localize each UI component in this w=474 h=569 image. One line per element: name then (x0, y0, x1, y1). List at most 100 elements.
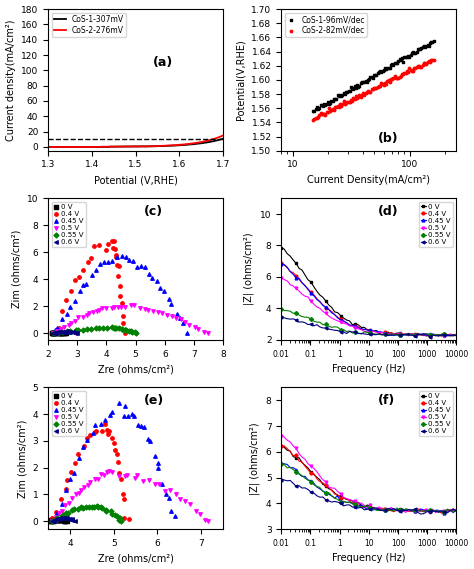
0.55 V (338, 326, 344, 333)
0.45 V (176, 314, 183, 323)
CoS-1-96mV/dec (355, 83, 362, 92)
0.5 V (278, 274, 284, 281)
0.6 V (54, 328, 61, 337)
0.4 V (438, 510, 444, 517)
0.4 V (91, 241, 98, 250)
CoS-1-307mV (115, 143, 120, 150)
0.5 V (204, 329, 212, 338)
CoS-2-82mV/dec (319, 109, 327, 118)
0.45 V (165, 494, 173, 503)
CoS-2-82mV/dec (359, 88, 367, 97)
X-axis label: Potential (V,RHE): Potential (V,RHE) (94, 175, 178, 185)
0.5 V (161, 486, 169, 495)
CoS-2-82mV/dec (325, 104, 333, 113)
0.5 V (329, 485, 335, 492)
0.5 V (388, 331, 394, 337)
0.4 V (58, 494, 65, 503)
0.4 V (109, 244, 117, 253)
0 V (59, 329, 67, 338)
Legend: 0 V, 0.4 V, 0.45 V, 0.5 V, 0.55 V, 0.6 V: 0 V, 0.4 V, 0.45 V, 0.5 V, 0.55 V, 0.6 V (52, 391, 86, 436)
0.55 V (98, 504, 106, 513)
0.45 V (120, 411, 128, 420)
Legend: 0 V, 0.4 V, 0.45 V, 0.5 V, 0.55 V, 0.6 V: 0 V, 0.4 V, 0.45 V, 0.5 V, 0.55 V, 0.6 V (52, 202, 86, 247)
0.55 V (118, 324, 126, 333)
CoS-1-96mV/dec (409, 47, 417, 56)
CoS-1-96mV/dec (358, 77, 365, 86)
0.5 V (122, 471, 129, 480)
0.45 V (308, 290, 314, 296)
X-axis label: Frequency (Hz): Frequency (Hz) (332, 554, 406, 563)
CoS-1-96mV/dec (340, 89, 347, 98)
0.4 V (278, 443, 284, 450)
0.5 V (158, 308, 165, 318)
0.5 V (71, 316, 79, 325)
CoS-1-96mV/dec (415, 45, 423, 54)
0.45 V (108, 257, 116, 266)
CoS-1-96mV/dec (386, 63, 393, 72)
CoS-2-82mV/dec (421, 59, 429, 68)
0.5 V (191, 322, 199, 331)
CoS-1-96mV/dec (322, 100, 329, 109)
CoS-2-82mV/dec (310, 114, 318, 123)
0 V (57, 328, 64, 337)
CoS-2-82mV/dec (337, 102, 345, 111)
0.55 V (338, 498, 344, 505)
CoS-2-82mV/dec (336, 100, 344, 109)
CoS-1-96mV/dec (323, 99, 330, 108)
0.55 V (107, 506, 114, 516)
0.45 V (335, 493, 340, 500)
CoS-2-276mV (45, 143, 51, 150)
0.5 V (48, 517, 55, 526)
0.5 V (131, 473, 139, 483)
0.5 V (201, 516, 209, 525)
CoS-2-276mV (155, 143, 161, 150)
0.45 V (335, 315, 340, 321)
CoS-1-96mV/dec (350, 84, 357, 93)
0.55 V (52, 516, 60, 525)
CoS-1-307mV (45, 143, 51, 150)
0.6 V (418, 510, 424, 517)
0.5 V (176, 494, 183, 504)
Line: CoS-2-276mV: CoS-2-276mV (48, 135, 223, 147)
CoS-2-82mV/dec (358, 90, 365, 99)
0.6 V (427, 333, 432, 340)
0.6 V (323, 496, 328, 503)
CoS-2-82mV/dec (409, 66, 417, 75)
CoS-2-82mV/dec (374, 82, 382, 91)
0.45 V (82, 280, 90, 289)
0 V (308, 279, 314, 286)
0.4 V (115, 262, 123, 271)
CoS-2-82mV/dec (380, 81, 388, 90)
0.45 V (129, 256, 137, 265)
Line: 0.5 V: 0.5 V (280, 277, 458, 337)
0.5 V (172, 490, 179, 499)
0.45 V (135, 420, 142, 430)
0.55 V (99, 323, 107, 332)
0.5 V (167, 485, 174, 494)
0.4 V (63, 296, 70, 305)
CoS-2-82mV/dec (428, 56, 435, 65)
0.4 V (84, 258, 91, 267)
CoS-2-82mV/dec (396, 72, 403, 81)
Text: (c): (c) (145, 205, 164, 218)
0.55 V (62, 508, 70, 517)
0 V (60, 329, 68, 338)
CoS-1-96mV/dec (380, 65, 388, 75)
0.5 V (102, 303, 110, 312)
0.45 V (146, 436, 154, 445)
0.45 V (128, 410, 136, 419)
CoS-1-96mV/dec (413, 47, 420, 56)
CoS-1-96mV/dec (312, 105, 319, 114)
CoS-1-96mV/dec (363, 77, 371, 86)
0.45 V (278, 260, 284, 267)
0.55 V (111, 510, 119, 519)
0.45 V (126, 255, 133, 265)
0.45 V (109, 407, 116, 417)
0.5 V (335, 318, 340, 324)
CoS-1-96mV/dec (347, 83, 355, 92)
0.45 V (137, 261, 145, 270)
CoS-2-82mV/dec (387, 75, 395, 84)
0.45 V (154, 463, 162, 472)
CoS-2-82mV/dec (386, 77, 393, 86)
CoS-2-82mV/dec (317, 109, 324, 118)
